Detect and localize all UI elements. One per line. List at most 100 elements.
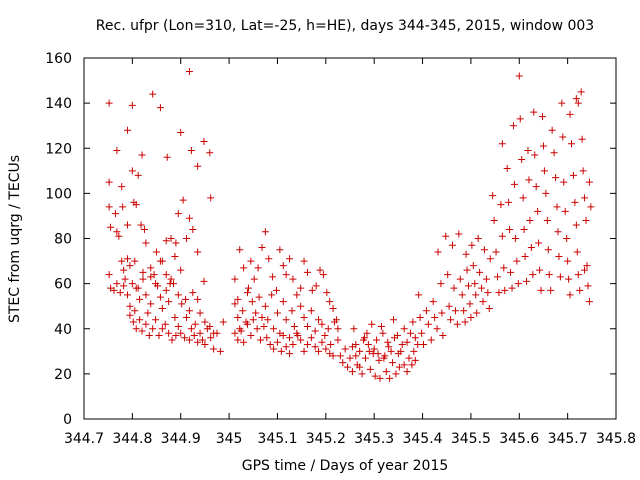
data-point [121, 275, 129, 283]
data-point [172, 332, 180, 340]
data-point [574, 271, 582, 279]
data-point [329, 352, 337, 360]
data-point [581, 194, 589, 202]
data-point [261, 228, 269, 236]
data-point [361, 354, 369, 362]
data-point [411, 334, 419, 342]
data-point [311, 343, 319, 351]
data-point [389, 359, 397, 367]
data-point [415, 291, 423, 299]
data-point [257, 336, 265, 344]
data-point [585, 178, 593, 186]
data-point [198, 336, 206, 344]
data-point [138, 327, 146, 335]
data-point [364, 341, 372, 349]
data-point [341, 345, 349, 353]
data-point [268, 291, 276, 299]
data-point [574, 99, 582, 107]
data-point [131, 307, 139, 315]
data-point [128, 101, 136, 109]
data-point [194, 162, 202, 170]
data-point [207, 334, 215, 342]
data-point [418, 329, 426, 337]
data-point [348, 368, 356, 376]
data-point [128, 167, 136, 175]
data-point [231, 300, 239, 308]
data-point [387, 347, 395, 355]
data-point [167, 235, 175, 242]
data-point [409, 318, 417, 326]
y-tick-label: 40 [54, 322, 72, 338]
data-point [258, 244, 266, 252]
data-point [534, 207, 542, 215]
data-point [253, 325, 261, 333]
data-point [171, 253, 179, 261]
data-point [139, 275, 147, 283]
data-point [334, 325, 342, 333]
data-point [334, 336, 342, 344]
y-axis-label: STEC from uqrg / TECUs [7, 155, 23, 323]
data-point [363, 329, 371, 337]
data-point [511, 235, 519, 242]
data-point [172, 239, 180, 247]
data-point [587, 203, 595, 211]
data-point [255, 293, 263, 301]
data-point [185, 214, 193, 222]
data-point [350, 325, 358, 333]
data-point [542, 189, 550, 197]
data-point [207, 194, 215, 202]
data-point [297, 284, 305, 292]
data-point [119, 203, 127, 211]
data-point [147, 300, 155, 308]
data-point [521, 253, 529, 261]
data-point [158, 325, 166, 333]
x-tick-label: 345.1 [257, 431, 297, 447]
data-point [564, 257, 572, 265]
data-point [553, 203, 561, 211]
data-point [307, 334, 315, 342]
data-point [339, 359, 347, 367]
data-point [424, 320, 432, 328]
data-point [247, 257, 255, 265]
data-point [538, 113, 546, 121]
data-point [249, 316, 257, 324]
data-point [434, 248, 442, 256]
data-point [458, 291, 466, 299]
data-point [497, 201, 505, 209]
data-point [165, 329, 173, 337]
data-point [289, 341, 297, 349]
data-point [536, 266, 544, 274]
data-point [445, 302, 453, 310]
data-point [403, 338, 411, 346]
data-point [371, 372, 379, 380]
data-point [469, 262, 477, 270]
data-point [165, 298, 173, 306]
data-point [243, 320, 251, 328]
data-point [282, 343, 290, 351]
data-point [503, 165, 511, 173]
data-point [206, 149, 214, 157]
data-point [514, 280, 522, 288]
data-point [189, 289, 197, 297]
data-point [463, 266, 471, 274]
data-point [398, 341, 406, 349]
data-point [492, 248, 500, 256]
data-point [126, 311, 134, 319]
data-point [365, 347, 373, 355]
data-point [120, 266, 128, 274]
data-point [153, 248, 161, 256]
y-tick-label: 100 [45, 186, 72, 202]
data-point [174, 291, 182, 299]
data-point [329, 304, 337, 312]
data-point [501, 286, 509, 294]
data-point [167, 275, 175, 283]
data-point [331, 318, 339, 326]
data-point [326, 298, 334, 306]
data-point [140, 225, 148, 233]
data-point [116, 289, 124, 297]
data-point [468, 241, 476, 249]
data-point [201, 341, 209, 349]
data-point [346, 354, 354, 362]
data-point [147, 264, 155, 272]
data-point [322, 345, 330, 353]
